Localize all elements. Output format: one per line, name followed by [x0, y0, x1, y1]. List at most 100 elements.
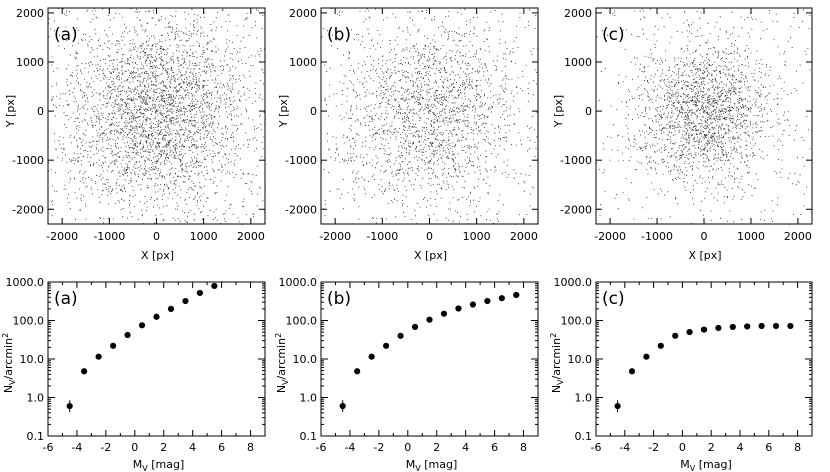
- y-tick-label: 100.0: [561, 315, 593, 328]
- y-tick-label: 0.1: [575, 430, 593, 443]
- x-tick-label: 2: [433, 441, 440, 454]
- y-tick-label: 1000.0: [279, 276, 318, 289]
- plot-frame: [320, 281, 539, 437]
- plot-frame: [47, 281, 266, 437]
- y-axis-label: Y [px]: [552, 95, 565, 128]
- x-tick-label: 8: [794, 441, 801, 454]
- y-tick-label: -2000: [560, 203, 592, 216]
- x-label-unit: [mag]: [421, 458, 458, 471]
- data-point: [110, 342, 117, 349]
- y-tick-label: -1000: [560, 154, 592, 167]
- y-tick-label: 2000: [289, 7, 317, 20]
- data-point: [138, 322, 146, 329]
- x-tick-label: 0: [404, 441, 411, 454]
- data-point: [411, 323, 419, 331]
- x-tick-label: 0: [426, 230, 433, 243]
- star-points: [321, 8, 539, 225]
- x-tick-label: 0: [131, 441, 138, 454]
- data-point: [513, 291, 520, 299]
- x-tick-label: -2000: [319, 230, 351, 243]
- data-point: [772, 322, 780, 330]
- star-points: [48, 8, 266, 225]
- y-label-sub: V: [8, 379, 17, 385]
- x-label-sub: V: [142, 464, 148, 472]
- x-tick-label: 2000: [510, 230, 538, 243]
- y-tick-label: 2000: [564, 7, 592, 20]
- data-point: [455, 305, 462, 312]
- data-point: [643, 353, 650, 360]
- x-label-sub: V: [415, 464, 421, 472]
- data-point: [484, 297, 491, 305]
- y-tick-label: 0.1: [300, 430, 318, 443]
- x-tick-label: 6: [491, 441, 498, 454]
- x-label-unit: [mag]: [148, 458, 185, 471]
- data-point: [469, 301, 476, 308]
- panel-label: (b): [327, 25, 351, 45]
- x-tick-label: -6: [591, 441, 602, 454]
- y-tick-label: 1000.0: [6, 276, 45, 289]
- y-tick-label: 1000: [289, 56, 317, 69]
- x-axis-label: MV [mag]: [680, 458, 732, 472]
- x-tick-label: -4: [619, 441, 630, 454]
- x-tick-label: 0: [701, 230, 708, 243]
- scatter-panel-a: -2000 -1000 0 1000 2000 -2000 -1000 0 1000 2000 X …: [4, 7, 266, 262]
- x-tick-label: -1000: [93, 230, 125, 243]
- y-tick-label: -1000: [12, 154, 44, 167]
- x-label-unit: [mag]: [695, 458, 732, 471]
- x-tick-label: 4: [462, 441, 469, 454]
- x-label-sub: V: [690, 464, 696, 472]
- y-tick-label: 0: [585, 105, 592, 118]
- data-point: [744, 323, 751, 330]
- x-tick-label: 2: [160, 441, 167, 454]
- data-point: [182, 297, 189, 305]
- x-tick-label: 6: [765, 441, 772, 454]
- x-label-main: M: [680, 458, 690, 471]
- x-tick-label: 1000: [190, 230, 218, 243]
- data-point: [167, 305, 175, 313]
- y-label-main: N: [275, 385, 288, 393]
- x-axis-label: X [px]: [141, 249, 174, 262]
- data-point: [383, 342, 390, 349]
- panel-label: (a): [54, 25, 78, 45]
- data-point: [66, 402, 73, 410]
- y-label-main: N: [550, 385, 563, 393]
- y-label-sub: V: [281, 379, 290, 385]
- y-label-unit: /arcmin: [2, 338, 15, 380]
- x-tick-label: 2000: [237, 230, 265, 243]
- data-point: [95, 353, 102, 360]
- x-tick-label: -2: [100, 441, 111, 454]
- x-tick-label: 2: [708, 441, 715, 454]
- data-point: [700, 326, 708, 333]
- y-tick-label: 10.0: [568, 353, 593, 366]
- x-tick-label: 1000: [737, 230, 765, 243]
- y-tick-label: 0: [310, 105, 317, 118]
- x-tick-label: -1000: [641, 230, 673, 243]
- y-tick-label: -2000: [12, 203, 44, 216]
- y-label-main: N: [2, 385, 15, 393]
- x-label-main: M: [406, 458, 416, 471]
- y-label-sup: 2: [1, 333, 10, 338]
- y-tick-label: -1000: [285, 154, 317, 167]
- x-tick-label: -6: [316, 441, 327, 454]
- data-point: [153, 313, 160, 320]
- y-tick-label: 1.0: [27, 392, 45, 405]
- x-axis-label: X [px]: [414, 249, 447, 262]
- y-axis-label: NV/arcmin2: [274, 333, 290, 393]
- data-point: [211, 282, 218, 290]
- data-point: [614, 402, 621, 410]
- x-tick-label: 0: [153, 230, 160, 243]
- data-point: [628, 368, 636, 375]
- panel-label: (a): [54, 289, 78, 309]
- x-tick-label: 1000: [463, 230, 491, 243]
- y-tick-label: 100.0: [286, 315, 318, 328]
- data-point: [354, 368, 361, 375]
- data-point: [686, 328, 693, 336]
- data-point: [339, 402, 346, 410]
- x-tick-label: 4: [737, 441, 744, 454]
- plot-frame: [320, 7, 539, 225]
- y-axis-label: Y [px]: [4, 95, 17, 128]
- y-axis-label: Y [px]: [277, 95, 290, 128]
- x-tick-label: -2: [373, 441, 384, 454]
